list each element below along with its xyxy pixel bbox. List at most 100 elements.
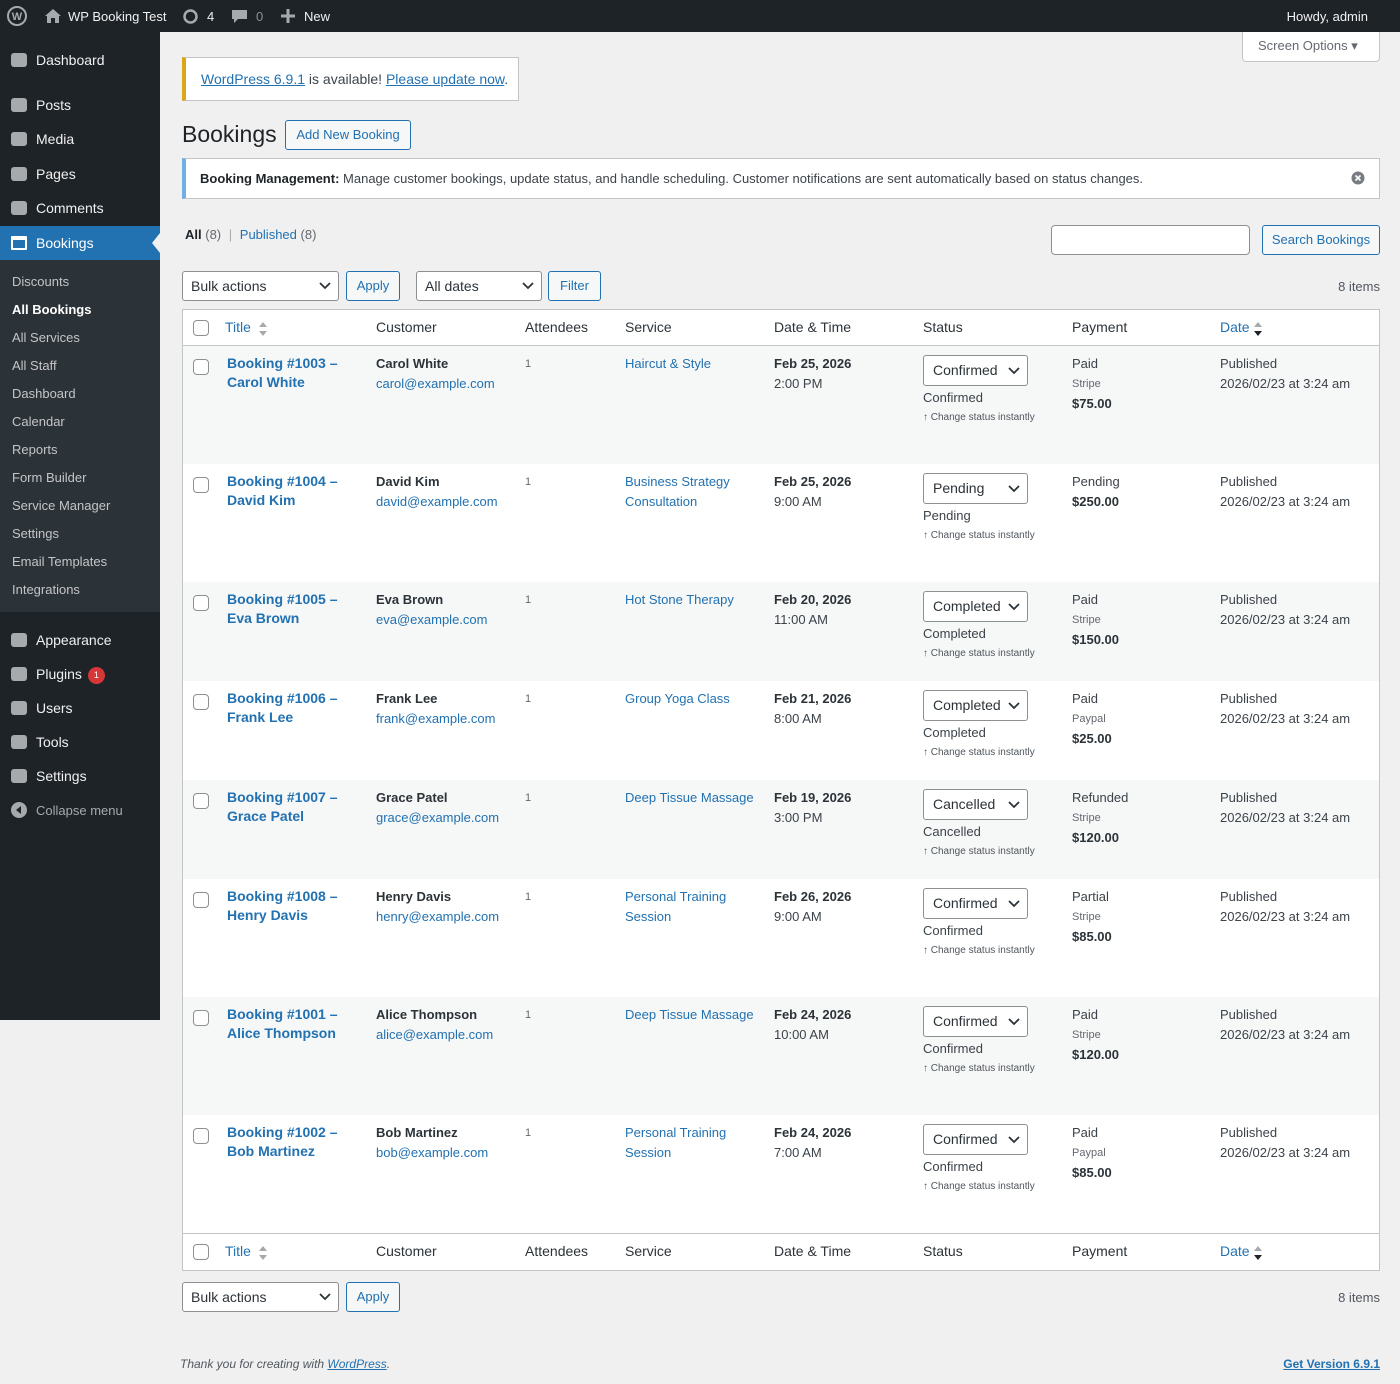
row-checkbox[interactable] bbox=[193, 892, 209, 908]
customer-email[interactable]: frank@example.com bbox=[376, 711, 496, 726]
service[interactable]: Haircut & Style bbox=[625, 356, 711, 371]
status-select[interactable]: Cancelled bbox=[923, 789, 1028, 820]
row-checkbox[interactable] bbox=[193, 793, 209, 809]
status-select[interactable]: Completed bbox=[923, 690, 1028, 721]
service[interactable]: Group Yoga Class bbox=[625, 691, 730, 706]
booking-title[interactable]: Booking #1005 – Eva Brown bbox=[227, 591, 338, 626]
status-select[interactable]: Confirmed bbox=[923, 1006, 1028, 1037]
customer-name: David Kim bbox=[376, 474, 440, 489]
row-checkbox[interactable] bbox=[193, 1010, 209, 1026]
status-label: Confirmed bbox=[923, 923, 983, 938]
updates-count[interactable]: 4 bbox=[207, 9, 215, 24]
filter-button[interactable]: Filter bbox=[548, 271, 601, 301]
status-select[interactable]: Confirmed bbox=[923, 888, 1028, 919]
column-header[interactable]: Date bbox=[1220, 1243, 1250, 1259]
submenu-item[interactable]: Integrations bbox=[12, 582, 80, 597]
row-checkbox[interactable] bbox=[193, 595, 209, 611]
submenu-item[interactable]: Reports bbox=[12, 442, 58, 457]
submenu-item[interactable]: Dashboard bbox=[12, 386, 76, 401]
apply-button[interactable]: Apply bbox=[346, 271, 400, 301]
column-header[interactable]: Title bbox=[225, 1243, 251, 1259]
bulk-actions[interactable]: Bulk actions bbox=[182, 271, 339, 301]
search-input[interactable] bbox=[1051, 225, 1250, 255]
row-checkbox[interactable] bbox=[193, 359, 209, 375]
menu-item[interactable]: Bookings bbox=[0, 226, 160, 260]
submenu-item[interactable]: All Bookings bbox=[12, 302, 92, 317]
service[interactable]: Deep Tissue Massage bbox=[625, 1007, 754, 1022]
update-link[interactable]: Please update now bbox=[385, 71, 505, 87]
submenu-item[interactable]: All Staff bbox=[12, 358, 57, 373]
row-checkbox[interactable] bbox=[193, 694, 209, 710]
menu-item[interactable]: Media bbox=[0, 122, 160, 156]
menu-item[interactable]: Tools bbox=[0, 725, 160, 759]
customer: David Kim david@example.com bbox=[376, 472, 498, 512]
booking-title[interactable]: Booking #1006 – Frank Lee bbox=[227, 690, 338, 725]
view-all[interactable]: All bbox=[185, 227, 202, 242]
menu-item[interactable]: Plugins 1 bbox=[0, 657, 160, 691]
column-header[interactable]: Date bbox=[1220, 319, 1250, 335]
column-header[interactable]: Title bbox=[225, 319, 251, 335]
comments-count[interactable]: 0 bbox=[256, 9, 264, 24]
status-select[interactable]: Confirmed bbox=[923, 1124, 1028, 1155]
service[interactable]: Business Strategy Consultation bbox=[625, 474, 730, 509]
menu-item[interactable]: Posts bbox=[0, 88, 160, 122]
collapse-menu[interactable]: Collapse menu bbox=[0, 793, 160, 827]
row-checkbox[interactable] bbox=[193, 477, 209, 493]
greeting[interactable]: Howdy, admin bbox=[1286, 9, 1368, 24]
customer-email[interactable]: bob@example.com bbox=[376, 1145, 489, 1160]
select-all-checkbox[interactable] bbox=[193, 320, 209, 336]
site-name[interactable]: WP Booking Test bbox=[68, 9, 167, 24]
add-new-button[interactable]: Add New Booking bbox=[285, 120, 411, 150]
customer-email[interactable]: grace@example.com bbox=[376, 810, 500, 825]
submenu-item[interactable]: Calendar bbox=[12, 414, 65, 429]
date-filter[interactable]: All dates bbox=[416, 271, 542, 301]
info-label: Booking Management: bbox=[200, 171, 340, 186]
screen-options[interactable]: Screen Options ▾ bbox=[1242, 32, 1380, 62]
items-count: 8 items bbox=[1338, 1290, 1380, 1305]
wordpress-link[interactable]: WordPress bbox=[327, 1357, 387, 1371]
new-link[interactable]: New bbox=[304, 9, 331, 24]
status-select[interactable]: Pending bbox=[923, 473, 1028, 504]
customer-email[interactable]: henry@example.com bbox=[376, 909, 500, 924]
booking-title[interactable]: Booking #1002 – Bob Martinez bbox=[227, 1124, 338, 1159]
service[interactable]: Personal Training Session bbox=[625, 1125, 727, 1160]
menu-item[interactable]: Users bbox=[0, 691, 160, 725]
menu-item[interactable]: Dashboard bbox=[0, 43, 160, 77]
customer-email[interactable]: carol@example.com bbox=[376, 376, 495, 391]
dismiss-icon[interactable] bbox=[1351, 171, 1365, 185]
customer-email[interactable]: alice@example.com bbox=[376, 1027, 494, 1042]
status-select[interactable]: Completed bbox=[923, 591, 1028, 622]
booking-title[interactable]: Booking #1007 – Grace Patel bbox=[227, 789, 338, 824]
status-select[interactable]: Confirmed bbox=[923, 355, 1028, 386]
submenu-item[interactable]: Service Manager bbox=[12, 498, 111, 513]
booking-title[interactable]: Booking #1001 – Alice Thompson bbox=[227, 1006, 338, 1041]
view-published[interactable]: Published bbox=[239, 227, 297, 242]
menu-item[interactable]: Appearance bbox=[0, 623, 160, 657]
submenu-item[interactable]: Email Templates bbox=[12, 554, 108, 569]
apply-button[interactable]: Apply bbox=[346, 1282, 400, 1312]
submenu-item[interactable]: All Services bbox=[12, 330, 80, 345]
service[interactable]: Hot Stone Therapy bbox=[625, 592, 734, 607]
booking-title[interactable]: Booking #1003 – Carol White bbox=[227, 355, 338, 390]
row-checkbox[interactable] bbox=[193, 1128, 209, 1144]
wp-logo[interactable]: W bbox=[7, 6, 27, 26]
booking-title[interactable]: Booking #1004 – David Kim bbox=[227, 473, 338, 508]
customer-email[interactable]: david@example.com bbox=[376, 494, 498, 509]
booking-title[interactable]: Booking #1008 – Henry Davis bbox=[227, 888, 338, 923]
submenu-item[interactable]: Discounts bbox=[12, 274, 70, 289]
bulk-actions[interactable]: Bulk actions bbox=[182, 1282, 339, 1312]
submenu-item[interactable]: Form Builder bbox=[12, 470, 87, 485]
menu-item[interactable]: Settings bbox=[0, 759, 160, 793]
payment-status: Paid bbox=[1072, 592, 1099, 607]
search-button[interactable]: Search Bookings bbox=[1262, 225, 1380, 255]
service[interactable]: Personal Training Session bbox=[625, 889, 727, 924]
select-all-checkbox[interactable] bbox=[193, 1244, 209, 1260]
menu-item[interactable]: Pages bbox=[0, 157, 160, 191]
version-link[interactable]: Get Version 6.9.1 bbox=[1283, 1357, 1380, 1371]
submenu-item[interactable]: Settings bbox=[12, 526, 59, 541]
menu-item[interactable]: Comments bbox=[0, 191, 160, 225]
service[interactable]: Deep Tissue Massage bbox=[625, 790, 754, 805]
version-link[interactable]: WordPress 6.9.1 bbox=[201, 71, 306, 87]
menu-text: Appearance bbox=[36, 632, 112, 648]
customer-email[interactable]: eva@example.com bbox=[376, 612, 488, 627]
